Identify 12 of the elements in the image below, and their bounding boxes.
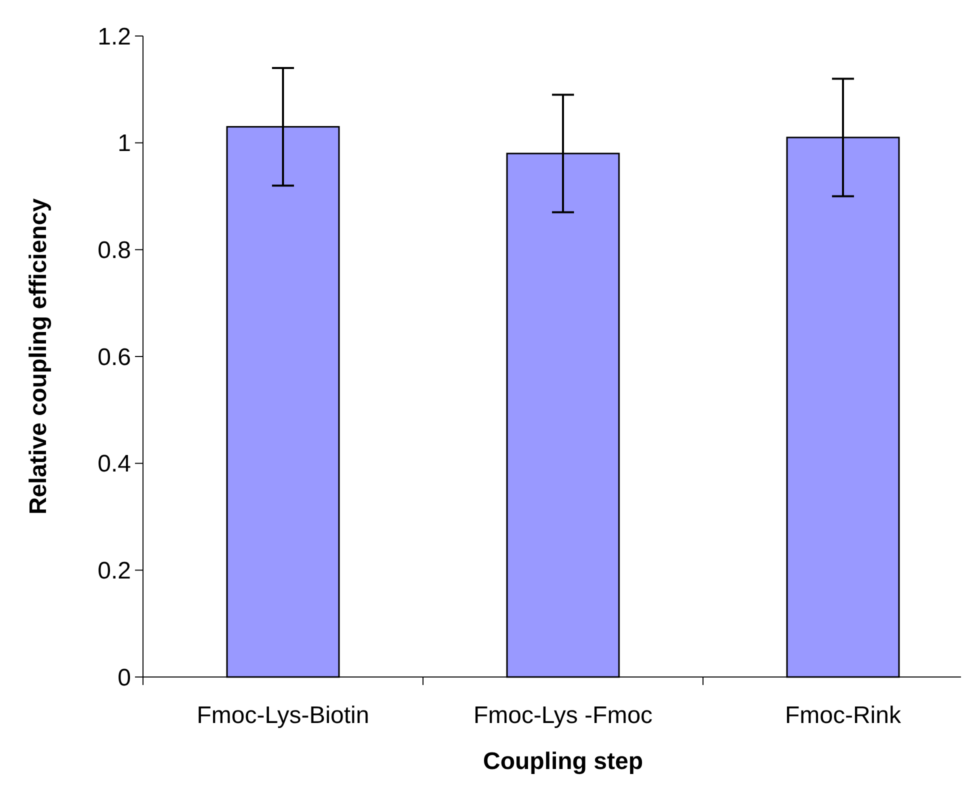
- y-axis-title: Relative coupling efficiency: [25, 198, 52, 515]
- y-tick-label: 0.2: [98, 558, 131, 585]
- y-tick-label: 1.2: [98, 23, 131, 50]
- y-tick-label: 0.6: [98, 344, 131, 371]
- y-tick-label: 0.8: [98, 237, 131, 264]
- x-axis-title: Coupling step: [483, 748, 643, 775]
- y-tick-label: 0.4: [98, 450, 131, 478]
- y-tick-label: 1: [118, 130, 131, 158]
- x-tick-label: Fmoc-Rink: [784, 702, 902, 729]
- y-tick-label: 0: [118, 664, 131, 692]
- x-tick-label: Fmoc-Lys -Fmoc: [473, 702, 653, 729]
- x-tick-label: Fmoc-Lys-Biotin: [196, 702, 370, 729]
